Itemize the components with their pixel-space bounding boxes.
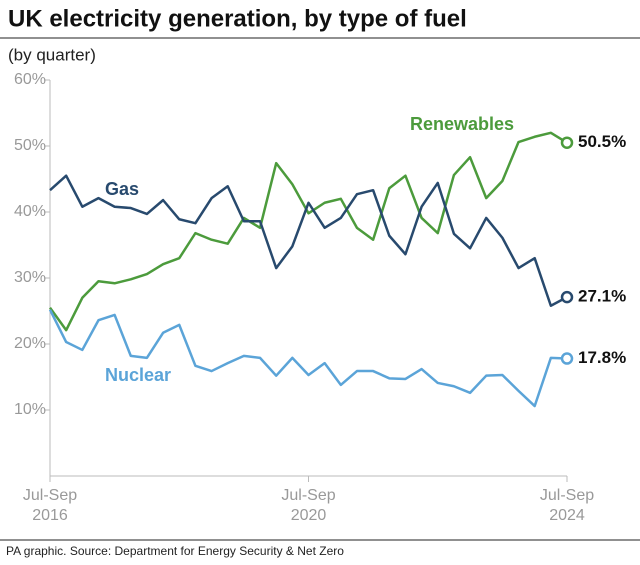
value-label: 17.8% bbox=[578, 348, 626, 367]
value-label: 50.5% bbox=[578, 132, 626, 151]
chart-title: UK electricity generation, by type of fu… bbox=[8, 5, 467, 32]
source: PA graphic. Source: Department for Energ… bbox=[6, 544, 344, 558]
value-label: 27.1% bbox=[578, 287, 626, 306]
series-name: Gas bbox=[105, 179, 139, 199]
series-line bbox=[49, 174, 568, 307]
chart-subtitle: (by quarter) bbox=[8, 45, 96, 64]
y-tick-label: 10% bbox=[14, 401, 46, 418]
series-name: Nuclear bbox=[105, 365, 171, 385]
y-tick-label: 60% bbox=[14, 71, 46, 88]
end-marker bbox=[560, 352, 574, 365]
series-line bbox=[48, 309, 568, 408]
y-tick-label: 30% bbox=[14, 269, 46, 286]
x-tick-label: Jul-Sep 2020 bbox=[281, 487, 336, 524]
y-tick-label: 40% bbox=[14, 203, 46, 220]
end-marker bbox=[560, 290, 574, 304]
series-line bbox=[48, 131, 568, 332]
end-marker bbox=[560, 136, 574, 149]
y-tick-label: 50% bbox=[14, 137, 46, 154]
x-tick-label: Jul-Sep 2016 bbox=[22, 487, 78, 524]
series-name: Renewables bbox=[410, 114, 514, 134]
y-tick-label: 20% bbox=[14, 335, 46, 352]
x-tick-label: Jul-Sep 2024 bbox=[539, 487, 595, 524]
